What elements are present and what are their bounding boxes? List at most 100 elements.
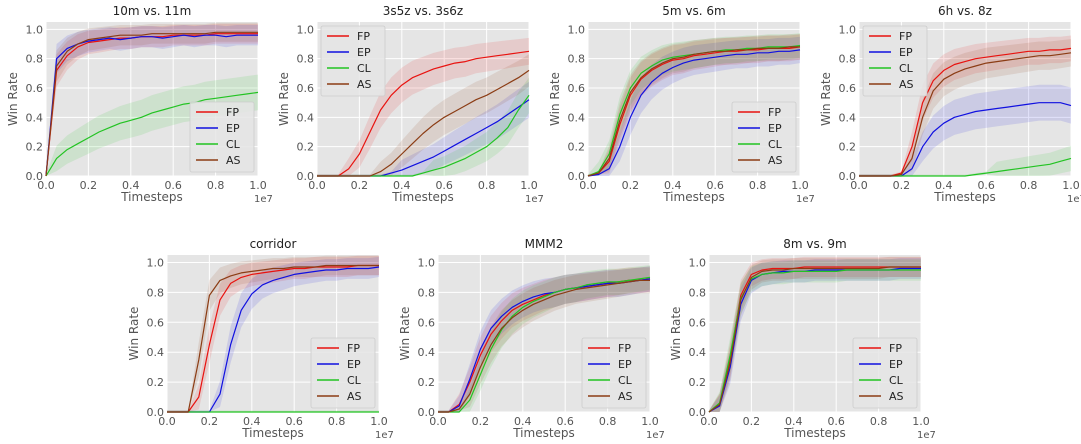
x-tick-label: 0.6 [827,415,845,428]
x-tick-label: 0.0 [308,179,326,192]
series-band-AS [709,256,921,412]
y-tick-label: 0.6 [418,316,436,329]
x-axis-label: Timesteps [512,426,575,440]
legend-label-FP: FP [357,30,370,43]
y-tick-label: 0.8 [147,286,165,299]
legend-label-EP: EP [618,358,632,371]
x-tick-label: 0.8 [478,179,496,192]
x-tick-label: 0.6 [435,179,453,192]
y-tick-label: 0.4 [147,346,165,359]
x-tick-label: 0.8 [1020,179,1038,192]
series-line-FP [317,50,530,177]
x-tick-label: 0.8 [870,415,888,428]
y-tick-label: 0.6 [147,316,165,329]
series-band-FP [709,256,921,412]
chart-panel-5: 0.0 0.2 0.4 0.6 0.8 1.0 0.0 0.2 0.4 0.6 0.8 1.0 corr… [127,237,394,441]
legend: FP EP CL AS [189,101,255,173]
y-tick-label: 0.2 [568,141,586,154]
x-tick-label: 0.6 [706,179,724,192]
x-tick-label: 0.0 [579,179,597,192]
x-tick-label: 0.4 [664,179,682,192]
y-tick-label: 0.4 [839,111,857,124]
y-axis-label: Win Rate [398,307,412,361]
y-axis-label: Win Rate [6,72,20,126]
series-line-AS [317,69,530,177]
y-tick-label: 0.4 [297,111,315,124]
x-axis-multiplier: 1e7 [1067,194,1081,205]
x-tick-label: 0.2 [622,179,640,192]
legend-label-EP: EP [347,358,361,371]
y-tick-label: 0.0 [418,406,436,419]
chart-title: 10m vs. 11m [113,4,192,18]
y-tick-label: 0.0 [26,170,44,183]
chart-title: 3s5z vs. 3s6z [383,4,463,18]
y-tick-label: 0.0 [147,406,165,419]
y-tick-label: 1.0 [147,256,165,269]
x-tick-label: 1.0 [912,415,930,428]
x-tick-label: 0.4 [122,179,140,192]
y-tick-label: 0.2 [689,376,707,389]
x-axis-multiplier: 1e7 [254,194,273,205]
chart-panel-6: 0.0 0.2 0.4 0.6 0.8 1.0 0.0 0.2 0.4 0.6 0.8 1.0 MMM2… [398,237,665,441]
y-tick-label: 0.2 [839,141,857,154]
legend: FP EP CL AS [731,101,797,173]
legend-label-AS: AS [618,390,633,403]
legend-label-EP: EP [768,122,782,135]
series-band-FP [859,35,1071,176]
legend-label-CL: CL [357,62,372,75]
y-axis-label: Win Rate [127,307,141,361]
legend-box [581,337,647,409]
series-band-EP [46,25,258,176]
legend-label-FP: FP [618,342,631,355]
series-band-EP [859,84,1071,176]
y-tick-label: 0.4 [568,111,586,124]
y-tick-label: 0.4 [26,111,44,124]
y-tick-label: 0.8 [568,53,586,66]
x-tick-label: 0.2 [80,179,98,192]
y-tick-label: 0.6 [568,82,586,95]
legend: FP EP CL AS [320,25,386,97]
x-tick-label: 0.2 [472,415,490,428]
legend-box [310,337,376,409]
y-axis-label: Win Rate [548,72,562,126]
series-band-AS [588,34,800,176]
legend-label-AS: AS [357,78,372,91]
x-axis-label: Timesteps [241,426,304,440]
legend-box [320,25,386,97]
series-band-FP [317,37,529,177]
y-tick-label: 0.0 [297,170,315,183]
y-axis-label: Win Rate [669,307,683,361]
y-tick-label: 0.6 [297,82,315,95]
x-tick-label: 1.0 [370,415,388,428]
x-tick-label: 0.2 [743,415,761,428]
chart-title: MMM2 [525,237,564,251]
x-tick-label: 0.8 [328,415,346,428]
legend-label-FP: FP [226,106,239,119]
x-tick-label: 0.2 [201,415,219,428]
legend-label-FP: FP [347,342,360,355]
x-tick-label: 1.0 [249,179,267,192]
y-tick-label: 1.0 [839,23,857,36]
legend-label-EP: EP [899,46,913,59]
x-tick-label: 1.0 [791,179,809,192]
y-tick-label: 0.0 [839,170,857,183]
series-line-FP [167,264,379,413]
x-axis-multiplier: 1e7 [646,430,665,441]
series-line-AS [708,266,921,413]
x-tick-label: 0.8 [207,179,225,192]
y-tick-label: 1.0 [418,256,436,269]
series-line-AS [167,264,379,413]
legend-label-FP: FP [899,30,912,43]
legend-box [852,337,918,409]
series-band-AS [46,22,258,177]
series-line-CL [438,276,651,413]
series-line-CL [45,91,259,177]
x-axis-label: Timesteps [120,190,183,204]
series-line-AS [45,31,258,177]
y-tick-label: 1.0 [297,23,315,36]
x-tick-label: 1.0 [1062,179,1080,192]
y-tick-label: 0.2 [147,376,165,389]
x-tick-label: 0.6 [285,415,303,428]
y-tick-label: 0.2 [297,141,315,154]
x-tick-label: 0.4 [785,415,803,428]
